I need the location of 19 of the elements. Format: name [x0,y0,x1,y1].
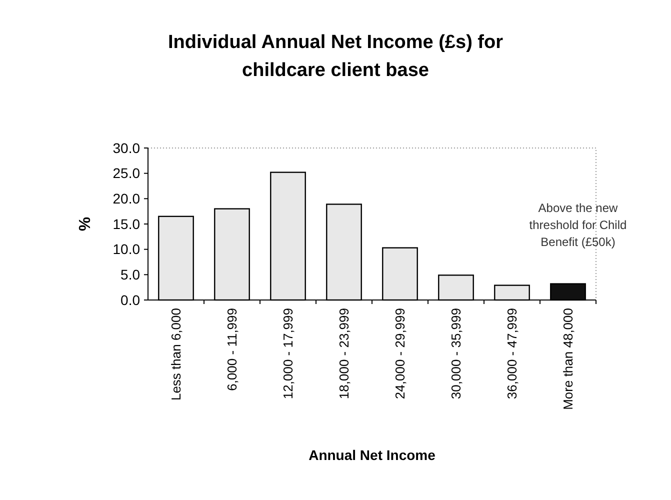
x-tick-label: 24,000 - 29,999 [392,308,408,400]
y-axis-title: % [77,216,94,232]
x-tick-label: 12,000 - 17,999 [280,308,296,400]
x-tick-label: 6,000 - 11,999 [224,308,240,391]
x-tick-label: 18,000 - 23,999 [336,308,352,400]
y-tick-label: 5.0 [120,266,140,283]
y-tick-label: 20.0 [112,190,140,207]
x-tick-label: 30,000 - 35,999 [448,308,464,400]
y-tick-label: 25.0 [112,165,140,182]
x-axis-title: Annual Net Income [308,447,436,463]
x-tick-label: More than 48,000 [560,308,576,410]
x-tick-label: Less than 6,000 [168,308,184,401]
x-tick-label: 36,000 - 47,999 [504,308,520,400]
chart-title: Individual Annual Net Income (£s) for childcare client base [168,32,504,81]
y-tick-label: 15.0 [112,216,140,232]
y-tick-label: 10.0 [112,241,140,258]
annotation: Above the new threshold for Child Benefit (£50k) [529,200,627,249]
y-tick-label: 0.0 [120,292,140,308]
y-tick-label: 30.0 [112,140,140,156]
